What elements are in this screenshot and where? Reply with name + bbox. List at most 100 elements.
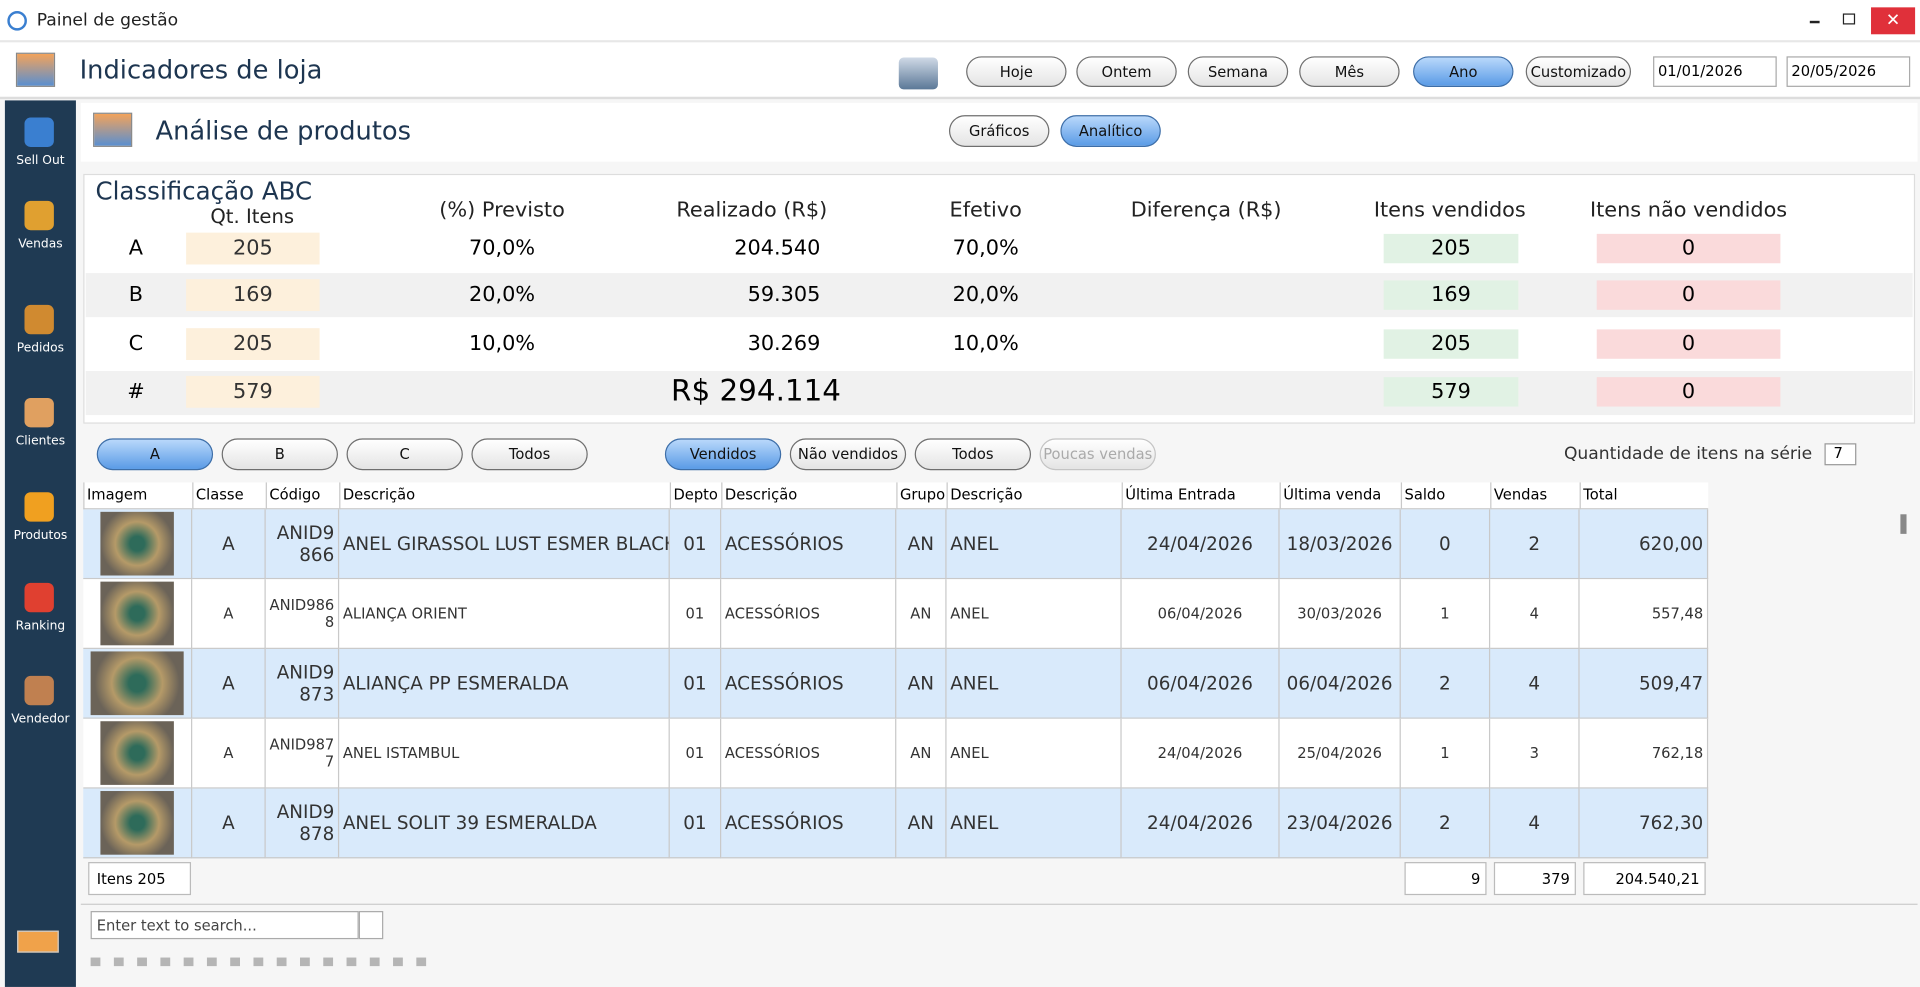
grid-cell: 762,18 xyxy=(1579,718,1709,789)
grid-cell: 0 xyxy=(1400,509,1491,580)
filter-toggle[interactable] xyxy=(17,930,59,953)
product-image[interactable] xyxy=(100,581,174,646)
nav-button[interactable] xyxy=(230,957,241,967)
window-title: Painel de gestão xyxy=(36,11,179,31)
abc-column-header: Qt. Itens xyxy=(210,204,295,228)
grid-column-header[interactable]: Vendas xyxy=(1490,482,1580,510)
grid-column-header[interactable]: Última venda xyxy=(1279,482,1401,510)
grid-cell: 01 xyxy=(669,718,722,789)
nav-button[interactable] xyxy=(253,957,264,967)
grid-cell: ANEL xyxy=(946,718,1122,789)
abc-unsold: 0 xyxy=(1596,280,1781,310)
period-button[interactable]: Ontem xyxy=(1076,56,1177,87)
nav-button[interactable] xyxy=(346,957,357,967)
sidebar-icon[interactable] xyxy=(24,492,54,522)
grid-column-header[interactable]: Depto xyxy=(669,482,722,510)
nav-button[interactable] xyxy=(369,957,380,967)
abc-column-header: Efetivo xyxy=(949,198,1022,223)
class-filter-button[interactable]: A xyxy=(96,438,214,471)
abc-realized: 59.305 xyxy=(747,282,821,308)
product-image[interactable] xyxy=(100,511,174,576)
print-button[interactable] xyxy=(898,57,938,90)
grid-column-header[interactable]: Última Entrada xyxy=(1121,482,1280,510)
period-button[interactable]: Mês xyxy=(1299,56,1400,87)
abc-sold: 579 xyxy=(1383,377,1519,407)
sidebar-icon[interactable] xyxy=(24,200,54,231)
nav-button[interactable] xyxy=(206,957,217,967)
abc-unsold: 0 xyxy=(1596,233,1781,264)
nav-button[interactable] xyxy=(323,957,334,967)
nav-button[interactable] xyxy=(160,957,171,967)
nav-button[interactable] xyxy=(393,957,403,967)
period-button[interactable]: Ano xyxy=(1413,56,1514,87)
status-filter-button[interactable]: Poucas vendas xyxy=(1039,438,1156,471)
status-filter-button[interactable]: Vendidos xyxy=(664,438,782,471)
grid-column-header[interactable]: Saldo xyxy=(1400,482,1491,510)
date-picker[interactable]: 01/01/2026 xyxy=(1653,56,1777,87)
grid-cell: 762,30 xyxy=(1579,788,1709,859)
sidebar-label[interactable]: Clientes xyxy=(15,434,66,449)
page-title: Indicadores de loja xyxy=(79,55,323,85)
status-filter-button[interactable]: Todos xyxy=(914,438,1032,471)
grid-column-header[interactable]: Código xyxy=(265,482,340,510)
period-button[interactable]: Semana xyxy=(1187,56,1289,87)
separator xyxy=(80,903,1918,905)
product-image[interactable] xyxy=(90,651,184,716)
abc-column-header: (%) Previsto xyxy=(439,198,565,223)
scrollbar-thumb[interactable] xyxy=(1900,514,1907,534)
sidebar-label[interactable]: Pedidos xyxy=(16,341,65,356)
grid-column-header[interactable]: Total xyxy=(1579,482,1709,510)
nav-button[interactable] xyxy=(113,957,124,967)
product-image[interactable] xyxy=(100,721,174,785)
grid-column-header[interactable]: Imagem xyxy=(83,482,193,510)
abc-class: # xyxy=(127,379,145,405)
sidebar-icon[interactable] xyxy=(24,582,54,613)
grid-cell: ACESSÓRIOS xyxy=(721,788,897,859)
grid-cell: 1 xyxy=(1400,579,1491,649)
restore-button[interactable] xyxy=(1842,13,1856,25)
grid-cell: 557,48 xyxy=(1579,579,1709,649)
grid-cell xyxy=(83,579,193,649)
status-filter-button[interactable]: Não vendidos xyxy=(789,438,907,471)
grid-column-header[interactable]: Grupo xyxy=(896,482,947,510)
sidebar-label[interactable]: Sell Out xyxy=(16,154,65,168)
class-filter-button[interactable]: B xyxy=(221,438,338,471)
abc-effective: 10,0% xyxy=(952,331,1019,357)
sidebar-label[interactable]: Produtos xyxy=(13,528,68,543)
sidebar-icon[interactable] xyxy=(24,675,54,706)
nav-button[interactable] xyxy=(300,957,310,967)
view-button[interactable]: Gráficos xyxy=(948,115,1050,147)
grid-column-header[interactable]: Descrição xyxy=(721,482,897,510)
close-button[interactable]: ✕ xyxy=(1871,7,1916,35)
sidebar-label[interactable]: Vendedor xyxy=(11,712,70,727)
nav-button[interactable] xyxy=(137,957,147,967)
search-input[interactable]: Enter text to search... xyxy=(90,911,359,940)
grid-column-header[interactable]: Classe xyxy=(192,482,266,510)
view-button[interactable]: Analítico xyxy=(1060,115,1161,147)
search-button[interactable] xyxy=(358,911,384,940)
nav-button[interactable] xyxy=(90,957,101,967)
minimize-button[interactable] xyxy=(1809,20,1820,24)
abc-sold: 169 xyxy=(1383,280,1519,310)
sidebar-label[interactable]: Ranking xyxy=(15,619,66,634)
grid-column-header[interactable]: Descrição xyxy=(339,482,670,510)
product-image[interactable] xyxy=(100,791,174,855)
period-button[interactable]: Customizado xyxy=(1525,56,1632,87)
grid-column-header[interactable]: Descrição xyxy=(946,482,1122,510)
nav-button[interactable] xyxy=(276,957,287,967)
series-spinner[interactable]: 7 xyxy=(1824,443,1857,466)
sidebar-icon[interactable] xyxy=(24,397,54,428)
period-button[interactable]: Hoje xyxy=(966,56,1067,87)
nav-button[interactable] xyxy=(183,957,194,967)
date-picker[interactable]: 20/05/2026 xyxy=(1786,56,1911,87)
sidebar-label[interactable]: Vendas xyxy=(18,237,63,252)
class-filter-button[interactable]: Todos xyxy=(471,438,588,471)
grid-cell: 4 xyxy=(1490,788,1580,859)
abc-total-realized: R$ 294.114 xyxy=(671,373,842,408)
grid-cell: 509,47 xyxy=(1579,648,1709,719)
sidebar-icon[interactable] xyxy=(24,117,54,147)
class-filter-button[interactable]: C xyxy=(346,438,463,471)
grid-cell xyxy=(83,648,193,719)
sidebar-icon[interactable] xyxy=(24,304,54,335)
nav-button[interactable] xyxy=(416,957,427,967)
